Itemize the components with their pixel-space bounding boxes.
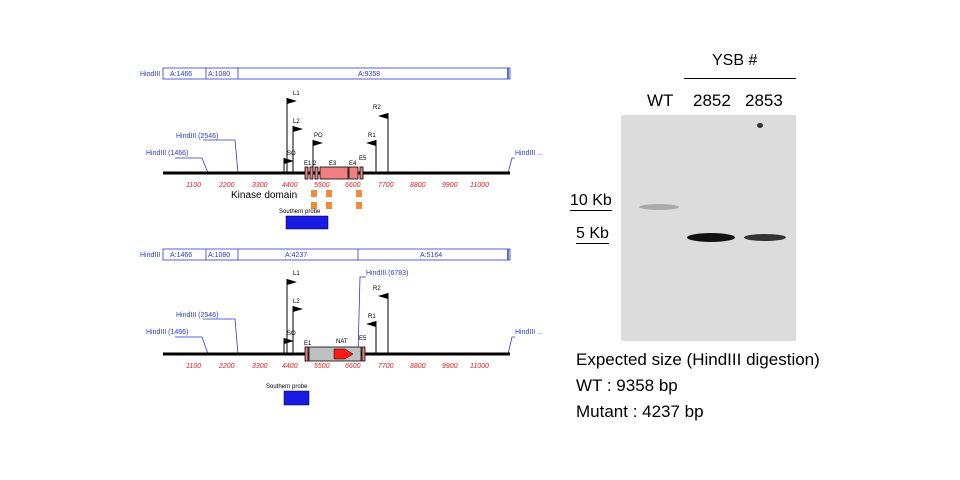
wt-fragment-3: A:9358 [358,71,380,78]
wt-exon-e1: E1 [304,161,312,167]
mut-probe-label: Southern probe [266,384,308,390]
lane-2852: 2852 [693,91,731,110]
wt-tick: 6600 [345,182,361,189]
mut-fragment-4: A:5164 [420,252,442,259]
wt-tick: 11000 [470,182,489,189]
band-2852 [687,233,735,242]
mut-tick: 5500 [314,363,330,370]
wt-primer-l1: L1 [293,91,300,97]
mut-site-1466: HindIII (1466) [146,329,188,336]
wt-tick: 3300 [252,182,268,189]
mut-exon-e1: E1 [304,341,312,347]
mut-primer-so: SO [287,331,296,337]
expected-title: Expected size (HindIII digestion) [576,350,820,369]
mutant-sites: HindIII (2546) HindIII (1466) HindIII (6… [146,270,543,355]
mut-tick: 2200 [218,363,235,370]
mut-tick: 1100 [186,363,201,370]
mutant-fragment-bar: HindIII A:1466 A:1080 A:4237 A:5164 [140,248,511,261]
mutant-southern-probe: Southern probe [266,384,310,406]
blot-image [621,115,796,341]
mut-fragment-hindiii: HindIII [140,252,160,259]
mutant-primers: L1 L2 R2 R1 SO [283,271,389,354]
mut-tick: 9900 [442,363,458,370]
kinase-domain-label: Kinase domain [231,190,297,201]
wt-primer-r2: R2 [373,105,381,111]
mut-site-2546: HindIII (2546) [176,312,218,319]
mut-tick: 4400 [282,363,298,370]
mut-fragment-3: A:4237 [285,252,307,259]
wt-fragment-bar: HindIII A:1466 A:1080 A:9358 [140,67,511,80]
mut-tick: 7700 [378,363,394,370]
wt-site-2546: HindIII (2546) [176,133,218,140]
wt-exon-2: 2 [313,161,317,167]
wt-tick: 7700 [378,182,394,189]
expected-wt: WT : 9358 bp [576,376,678,395]
mutant-scale: 1100 2200 3300 4400 5500 6600 7700 8800 … [186,363,489,370]
wt-probe-label: Southern probe [279,209,321,215]
marker-10kb: 10 Kb [570,192,612,211]
mut-site-end: HindIII ... [515,329,543,336]
gene-maps: HindIII A:1466 A:1080 A:9358 HindIII (25… [140,67,543,406]
wt-primer-so: SO [287,151,296,157]
wt-tick: 8800 [410,182,426,189]
mut-site-6783: HindIII (6783) [366,270,408,277]
mut-tick: 6600 [345,363,361,370]
wt-sites: HindIII (2546) HindIII (1466) HindIII ..… [146,133,543,174]
mut-fragment-2: A:1080 [208,252,230,259]
expected-mutant: Mutant : 4237 bp [576,402,704,421]
blot-speck [757,123,763,128]
mut-tick: 8800 [410,363,426,370]
wt-tick: 4400 [282,182,298,189]
nat-label: NAT [336,339,348,345]
wt-primer-l2: L2 [293,119,300,125]
lane-2853: 2853 [745,91,783,110]
wt-tick: 9900 [442,182,458,189]
mut-tick: 11000 [470,363,489,370]
wt-site-1466: HindIII (1466) [146,150,188,157]
mut-primer-r1: R1 [368,314,376,320]
mut-primer-l1: L1 [293,271,300,277]
wt-tick: 1100 [186,182,201,189]
mut-tick: 3300 [252,363,268,370]
wt-site-end: HindIII ... [515,150,543,157]
wt-exon-e5: E5 [359,156,367,162]
wt-kinase-domain: Kinase domain [231,190,362,209]
wt-primer-r1: R1 [368,133,376,139]
group-underline [684,78,796,79]
wt-southern-probe: Southern probe [279,209,329,230]
wt-fragment-1: A:1466 [170,71,192,78]
band-2853 [744,234,786,241]
lane-wt: WT [647,91,674,110]
group-label: YSB # [712,52,758,69]
wt-exon-e3: E3 [329,161,337,167]
wt-fragment-hindiii: HindIII [140,71,160,78]
marker-5kb: 5 Kb [576,225,609,244]
mut-primer-l2: L2 [293,299,300,305]
wt-tick: 2200 [218,182,235,189]
wt-primer-po: PO [314,133,323,139]
wt-fragment-2: A:1080 [208,71,230,78]
mutant-cassette: E1 E5 NAT [304,336,367,362]
mut-fragment-1: A:1466 [170,252,192,259]
wt-exons: E1 2 E3 E4 E5 [304,156,367,180]
wt-scale: 1100 2200 3300 4400 5500 6600 7700 8800 … [186,182,489,189]
wt-exon-e4: E4 [349,161,357,167]
band-wt [639,204,679,210]
mut-primer-r2: R2 [373,286,381,292]
wt-tick: 5500 [314,182,330,189]
mut-exon-e5: E5 [359,336,367,342]
